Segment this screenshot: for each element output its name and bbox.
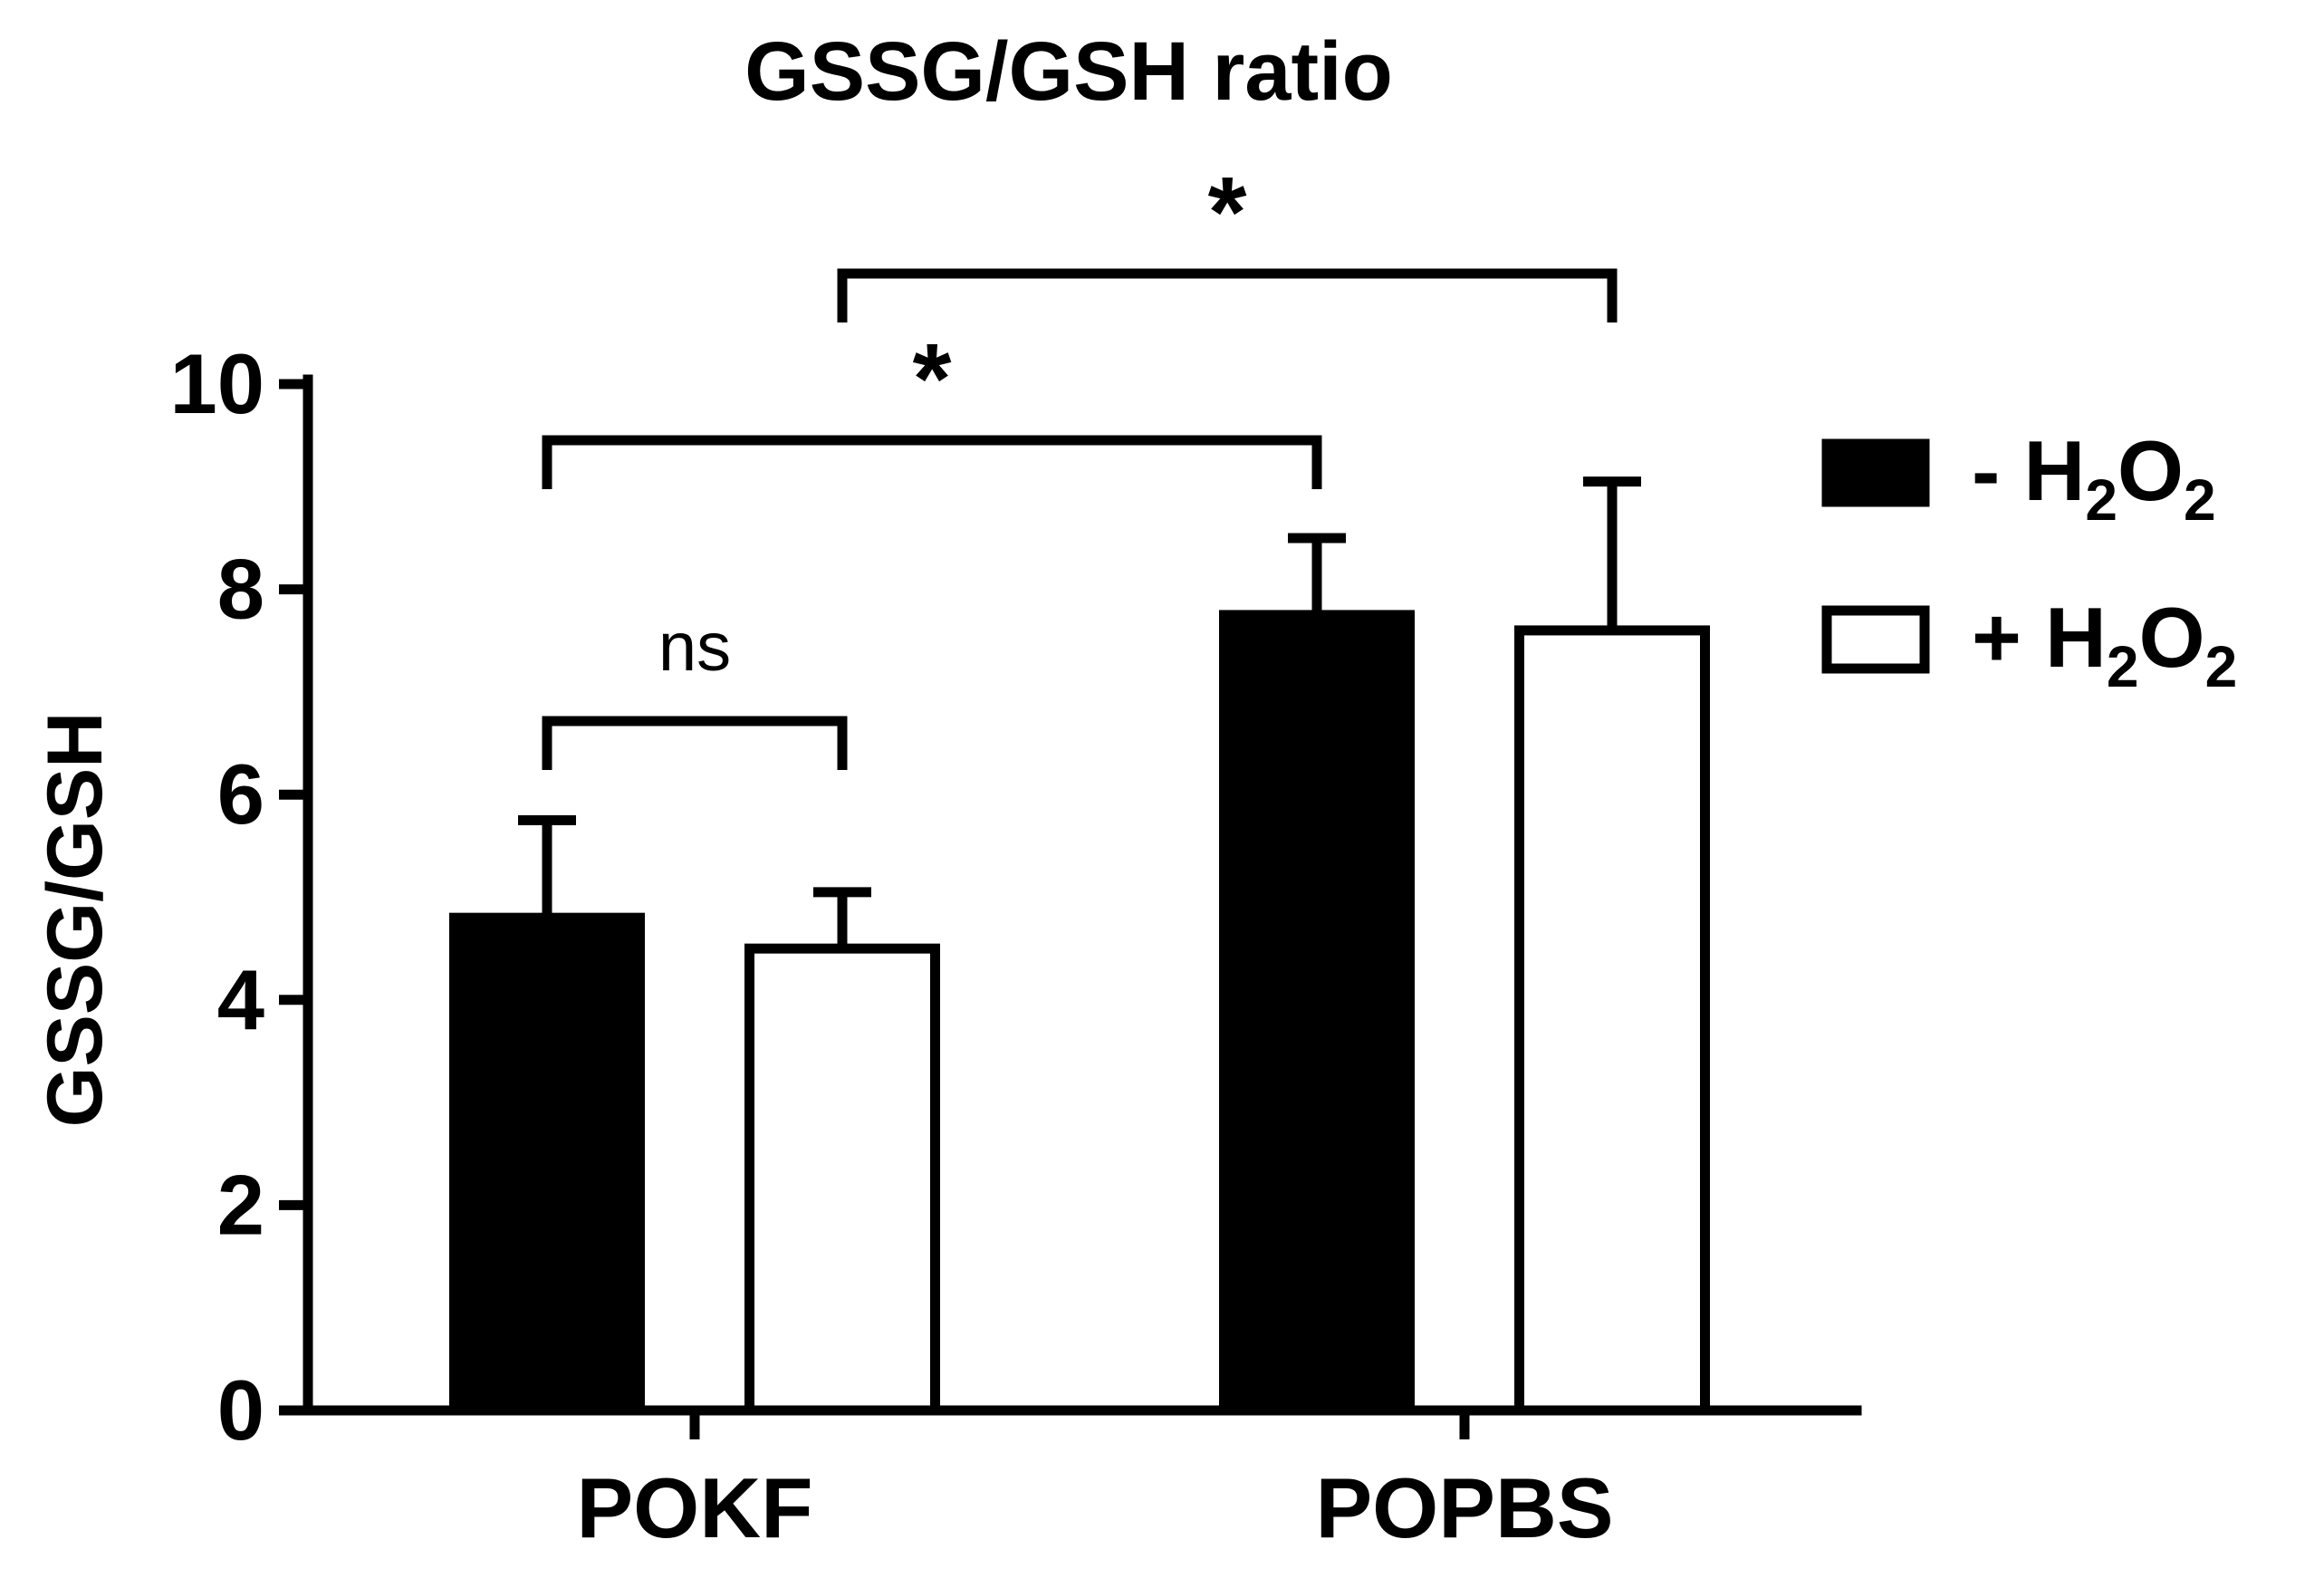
legend-label: + H2O2 bbox=[1972, 590, 2237, 699]
x-tick-label: POPBS bbox=[1315, 1460, 1613, 1555]
significance-bracket bbox=[837, 268, 1618, 322]
bar bbox=[1219, 610, 1415, 1416]
significance-bracket bbox=[542, 435, 1322, 489]
y-tick-label: 6 bbox=[217, 746, 264, 842]
x-tick-label: POKF bbox=[576, 1460, 812, 1555]
bar bbox=[449, 912, 645, 1416]
significance-bracket bbox=[542, 716, 848, 770]
y-tick-label: 0 bbox=[217, 1362, 264, 1458]
significance-label: ns bbox=[658, 609, 731, 686]
y-tick-label: 8 bbox=[217, 542, 264, 637]
significance-label: * bbox=[1208, 157, 1247, 268]
legend-swatch bbox=[1821, 605, 1930, 674]
legend-swatch bbox=[1821, 438, 1930, 507]
chart-title: GSSG/GSH ratio bbox=[744, 25, 1393, 118]
y-tick-label: 10 bbox=[169, 336, 264, 431]
legend-label: - H2O2 bbox=[1972, 423, 2216, 533]
significance-label: * bbox=[913, 323, 952, 435]
bar bbox=[744, 943, 940, 1416]
y-axis-label: GSSG/GSH bbox=[32, 712, 119, 1128]
y-tick-label: 2 bbox=[217, 1157, 264, 1252]
bar bbox=[1514, 625, 1710, 1416]
y-tick-label: 4 bbox=[217, 952, 264, 1047]
